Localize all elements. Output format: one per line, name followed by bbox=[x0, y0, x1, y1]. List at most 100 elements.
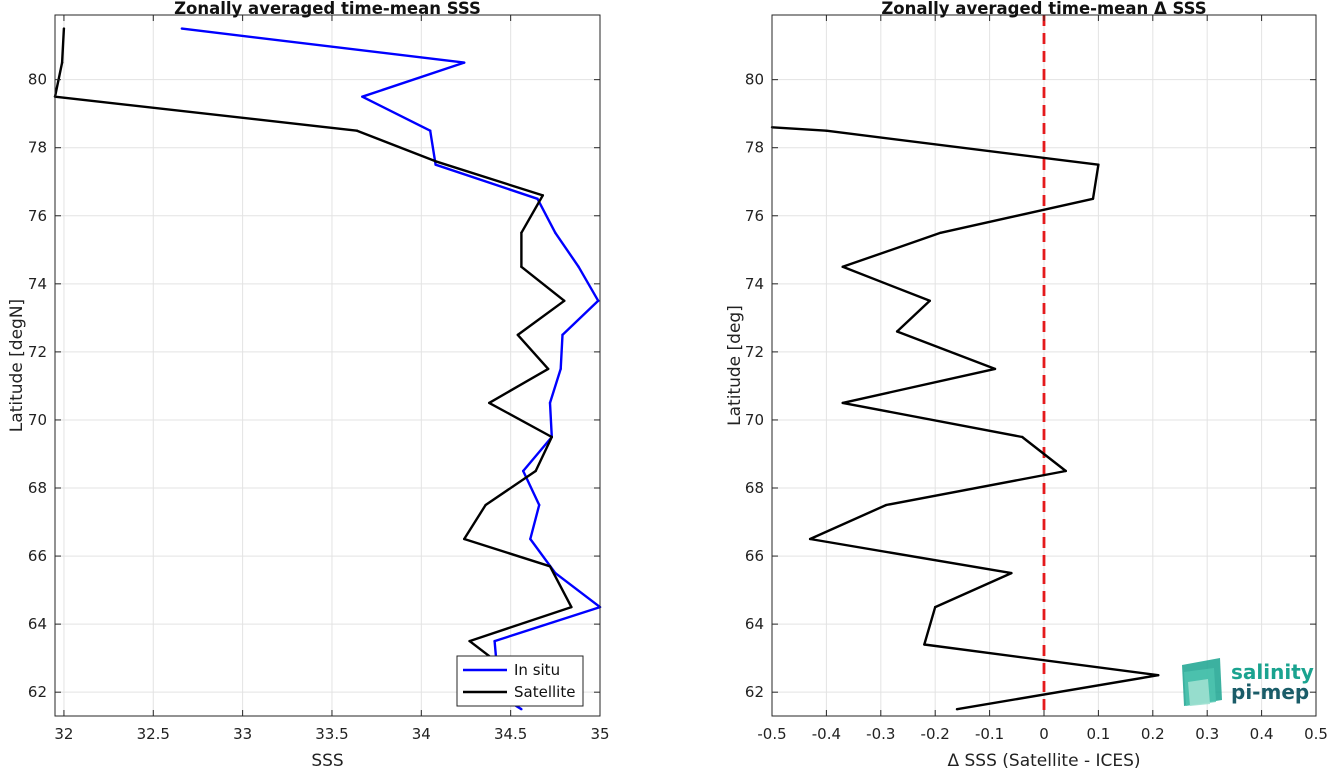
chart-0-x-tick-label-6: 35 bbox=[590, 725, 609, 743]
chart-0-series-0-point-3 bbox=[493, 639, 496, 643]
chart-1-x-axis-label: Δ SSS (Satellite - ICES) bbox=[947, 751, 1140, 769]
chart-0-axes-frame bbox=[54, 14, 601, 717]
chart-1-y-tick-label-0: 62 bbox=[745, 683, 764, 701]
chart-1-y-tick-label-9: 80 bbox=[745, 71, 764, 89]
chart-1-series-0-point-5 bbox=[808, 537, 812, 541]
chart-1-x-tick-label-3: -0.2 bbox=[921, 725, 950, 743]
chart-0-series-1-point-19 bbox=[62, 27, 66, 30]
chart-0-series-1-point-10 bbox=[516, 333, 520, 337]
chart-1-x-tick-label-4: -0.1 bbox=[975, 725, 1004, 743]
chart-1-y-tick-label-5: 72 bbox=[745, 343, 764, 361]
chart-0-series-0-point-16 bbox=[536, 197, 539, 200]
chart-1-series-0-point-9 bbox=[841, 401, 844, 405]
chart-1-x-tick-label-2: -0.3 bbox=[866, 725, 895, 743]
chart-0-y-tick-label-7: 76 bbox=[28, 207, 47, 225]
right-panel: -0.5 -0.4 -0.3 -0.2 -0.1 0 0.1 0.2 0.3 0.4 0.5 62 64… bbox=[725, 0, 1328, 769]
chart-0-y-tick-label-8: 78 bbox=[28, 139, 47, 157]
chart-0-series-1-point-4 bbox=[462, 537, 466, 541]
chart-0-series-1-point-1 bbox=[468, 639, 471, 643]
chart-1-series-0-point-7 bbox=[1064, 469, 1067, 473]
chart-0-legend-label-0: In situ bbox=[514, 661, 560, 679]
chart-1-series-0-point-4 bbox=[1010, 571, 1013, 575]
logo-line-1: salinity bbox=[1231, 660, 1314, 684]
chart-0-series-0-point-13 bbox=[597, 299, 600, 303]
chart-1-x-tick-label-1: -0.4 bbox=[812, 725, 841, 743]
chart-0-series-1-point-6 bbox=[534, 469, 537, 473]
chart-0-series-0-point-15 bbox=[554, 231, 557, 234]
chart-0-series-0-point-21 bbox=[180, 27, 184, 30]
chart-1-series-0-point-1 bbox=[1157, 673, 1160, 677]
chart-1-x-tick-label-7: 0.2 bbox=[1141, 725, 1165, 743]
chart-0-series-0-point-8 bbox=[521, 469, 525, 473]
chart-0-x-tick-label-1: 32.5 bbox=[137, 725, 170, 743]
chart-0-y-tick-label-2: 66 bbox=[28, 547, 47, 565]
chart-1-y-tick-label-1: 64 bbox=[745, 615, 764, 633]
chart-0-series-1-point-2 bbox=[570, 605, 573, 609]
chart-0-series-1-point-16 bbox=[355, 129, 359, 132]
chart-0-series-0-point-7 bbox=[538, 503, 541, 507]
chart-1-series-0-point-11 bbox=[895, 330, 899, 333]
chart-0-x-tick-label-0: 32 bbox=[54, 725, 73, 743]
chart-0-y-tick-label-5: 72 bbox=[28, 343, 47, 361]
chart-1-y-tick-label-8: 78 bbox=[745, 139, 764, 157]
chart-0-series-1-point-12 bbox=[520, 265, 523, 269]
chart-0-legend-label-1: Satellite bbox=[514, 683, 575, 701]
chart-1-y-tick-label-4: 70 bbox=[745, 411, 764, 429]
chart-1-series-0-point-2 bbox=[923, 643, 926, 646]
logo-mark-icon bbox=[1182, 658, 1222, 706]
chart-0-y-tick-label-0: 62 bbox=[28, 683, 47, 701]
chart-1-series-0-point-17 bbox=[825, 129, 828, 132]
chart-1-series-0-point-16 bbox=[1097, 163, 1100, 166]
chart-0-series-0-point-11 bbox=[559, 367, 562, 371]
chart-1-y-tick-label-6: 74 bbox=[745, 275, 764, 293]
chart-1-series-0-point-3 bbox=[934, 605, 937, 609]
chart-0-series-0-point-6 bbox=[529, 537, 532, 541]
chart-1-series-0-point-10 bbox=[993, 367, 997, 371]
chart-0-title: Zonally averaged time-mean SSS bbox=[174, 0, 481, 18]
chart-1-x-tick-label-0: -0.5 bbox=[757, 725, 786, 743]
chart-0-series-0-line bbox=[181, 27, 602, 711]
chart-0-series-0-point-17 bbox=[434, 163, 437, 166]
chart-0-series-1-point-18 bbox=[60, 61, 64, 64]
chart-0-y-tick-label-9: 80 bbox=[28, 71, 47, 89]
chart-0-series-0-point-18 bbox=[429, 129, 432, 132]
chart-0-legend-box bbox=[456, 655, 584, 707]
chart-0-x-tick-label-5: 34.5 bbox=[494, 725, 527, 743]
chart-0-series-1-point-13 bbox=[520, 231, 523, 234]
chart-0-y-tick-label-3: 68 bbox=[28, 479, 47, 497]
chart-0-series-1-point-14 bbox=[541, 194, 545, 197]
chart-0-series-0-point-14 bbox=[577, 265, 580, 269]
chart-0-series-0-point-0 bbox=[520, 707, 523, 711]
chart-0-y-tick-label-4: 70 bbox=[28, 411, 47, 429]
chart-1-series-0-point-8 bbox=[1021, 435, 1024, 439]
chart-0-y-axis-label: Latitude [degN] bbox=[7, 299, 27, 432]
chart-0-series-1-point-3 bbox=[548, 565, 552, 568]
chart-1-x-tick-label-9: 0.4 bbox=[1250, 725, 1274, 743]
chart-0-series-1-point-11 bbox=[563, 299, 566, 303]
chart-0-series-0-point-19 bbox=[361, 95, 364, 98]
chart-1-series-0-point-0 bbox=[955, 707, 959, 711]
chart-1-series-0-point-12 bbox=[928, 299, 931, 303]
chart-1-series-0-point-13 bbox=[841, 265, 844, 269]
chart-1-x-tick-label-5: 0 bbox=[1039, 725, 1049, 743]
chart-1-y-tick-label-7: 76 bbox=[745, 207, 764, 225]
chart-0-x-tick-label-3: 33.5 bbox=[315, 725, 348, 743]
chart-1-y-axis-label: Latitude [deg] bbox=[725, 305, 745, 426]
left-panel: 32 32.5 33 33.5 34 34.5 35 62 64 66 68 70 72 74 76 78 80… bbox=[7, 0, 610, 769]
chart-1-x-tick-label-10: 0.5 bbox=[1304, 725, 1328, 743]
chart-0-y-tick-label-1: 64 bbox=[28, 615, 47, 633]
chart-0-x-tick-label-2: 33 bbox=[233, 725, 252, 743]
chart-1-series-0-point-15 bbox=[1091, 197, 1095, 200]
chart-1-x-tick-label-6: 0.1 bbox=[1086, 725, 1110, 743]
chart-0-series-0-point-20 bbox=[462, 61, 466, 64]
chart-0-plot-area bbox=[55, 15, 600, 716]
chart-0-series-1-point-7 bbox=[550, 435, 553, 439]
chart-0-series-1-point-15 bbox=[434, 160, 437, 163]
chart-0-series-1-point-5 bbox=[484, 503, 487, 507]
chart-1-y-tick-label-2: 66 bbox=[745, 547, 764, 565]
chart-0-series-0-point-12 bbox=[561, 333, 564, 337]
chart-0-x-axis-label: SSS bbox=[311, 751, 343, 769]
chart-0-y-tick-label-6: 74 bbox=[28, 275, 47, 293]
chart-0-series-1-point-8 bbox=[488, 401, 491, 405]
